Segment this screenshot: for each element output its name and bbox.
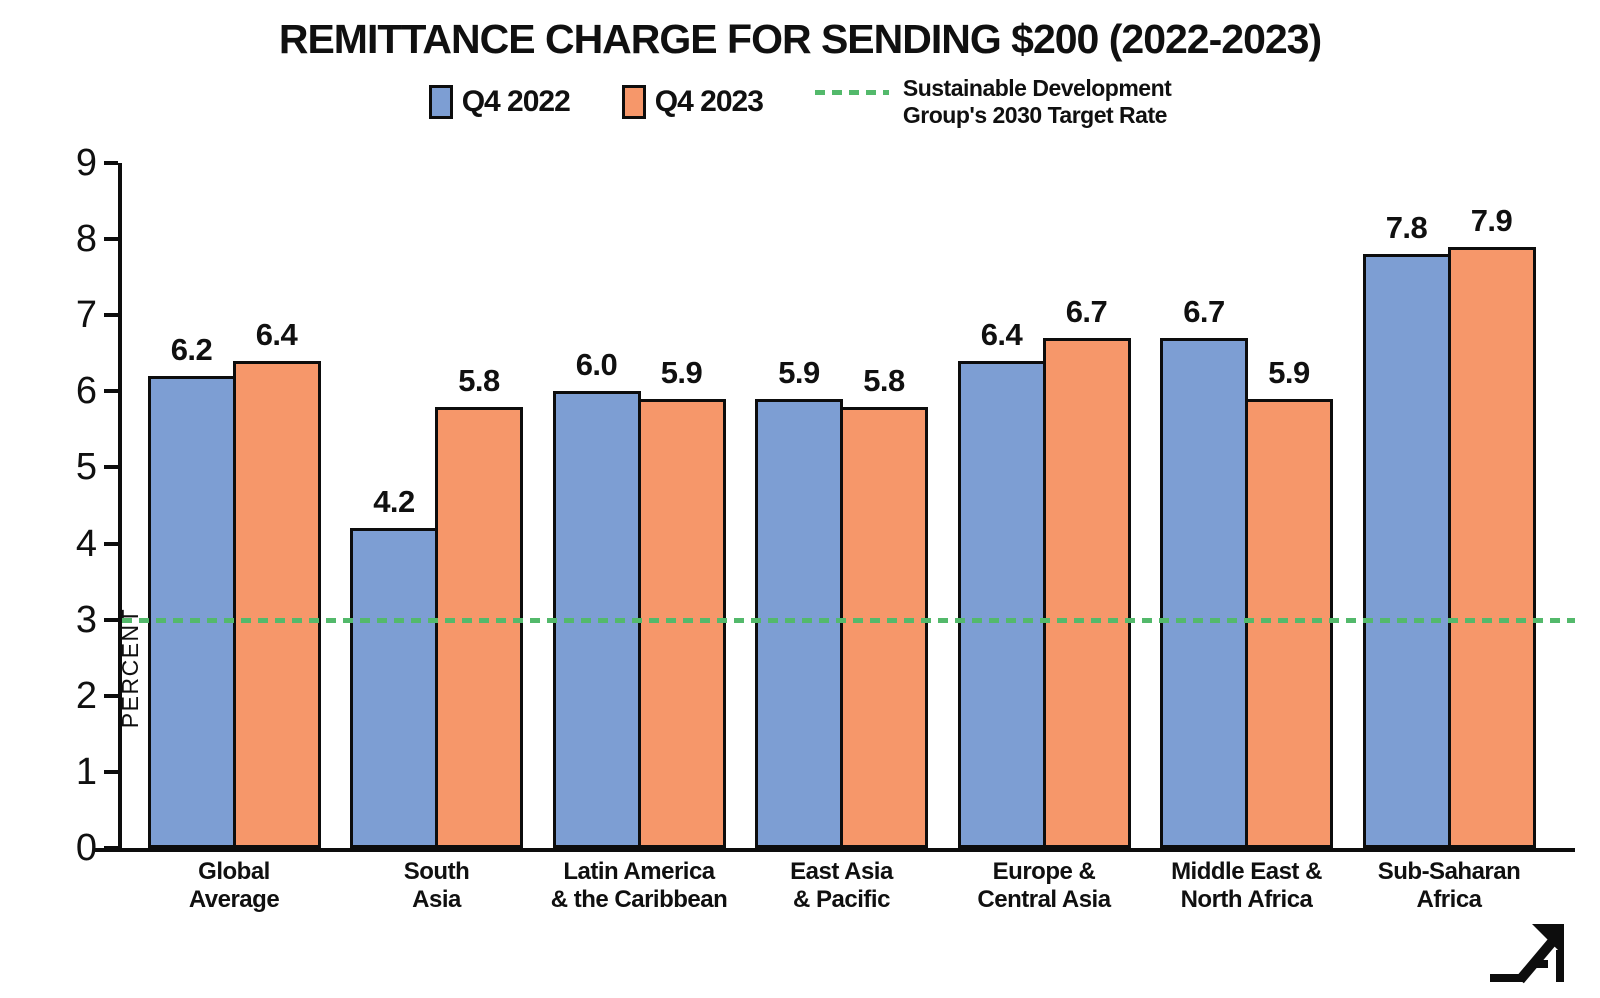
- value-label-q4-2023: 5.9: [660, 354, 703, 390]
- y-tick-0: [104, 846, 118, 850]
- value-label-q4-2022: 7.8: [1385, 210, 1428, 246]
- y-tick-label-5: 5: [75, 446, 97, 489]
- legend-label-q4-2022: Q4 2022: [461, 85, 571, 118]
- x-axis-category-label: Global Average: [188, 858, 280, 914]
- y-tick-1: [104, 769, 118, 774]
- y-tick-label-4: 4: [75, 522, 97, 565]
- target-line-legend-label-line1: Sustainable Development: [902, 75, 1172, 102]
- bar-q4-2022: [147, 376, 236, 848]
- legend: Q4 2022 Q4 2023 Sustainable Development …: [0, 74, 1600, 130]
- bar-q4-2023: [840, 406, 928, 848]
- value-label-q4-2023: 5.8: [458, 362, 500, 398]
- brand-arrow-logo: [1490, 924, 1564, 984]
- plot-area: PERCENT 0 1 2 3 4 5 6 7 8 9 6.2 6.4 Global Average 4.…: [76, 144, 1575, 913]
- value-label-q4-2022: 6.7: [1183, 294, 1225, 330]
- bar-group-2: 4.2 5.8 South Asia: [350, 163, 523, 913]
- bar-q4-2023: [637, 398, 726, 848]
- x-axis-category-label: Middle East & North Africa: [1171, 858, 1322, 914]
- bar-q4-2022: [1160, 338, 1248, 848]
- value-label-q4-2023: 5.8: [863, 362, 905, 398]
- target-line-legend-icon: [814, 89, 889, 95]
- bar-q4-2023: [1447, 246, 1536, 848]
- y-axis-line: [118, 163, 122, 848]
- value-label-q4-2022: 6.2: [170, 332, 213, 368]
- value-label-q4-2022: 5.9: [778, 354, 820, 390]
- bar-group-7: 7.8 7.9 Sub-Saharan Africa: [1362, 163, 1536, 913]
- bar-q4-2022: [350, 528, 438, 848]
- x-axis-line: [95, 848, 1575, 852]
- bar-q4-2022: [957, 360, 1046, 848]
- bar-group-6: 6.7 5.9 Middle East & North Africa: [1160, 163, 1333, 913]
- y-tick-6: [104, 389, 118, 394]
- bar-group-5: 6.4 6.7 Europe & Central Asia: [957, 163, 1131, 913]
- x-axis-category-label: Europe & Central Asia: [977, 858, 1111, 914]
- value-label-q4-2023: 6.7: [1065, 294, 1108, 330]
- y-tick-label-2: 2: [75, 674, 97, 717]
- value-label-q4-2022: 6.0: [575, 347, 618, 383]
- y-tick-9: [104, 161, 118, 165]
- y-tick-label-0: 0: [75, 827, 97, 869]
- y-tick-7: [104, 313, 118, 318]
- chart-title: REMITTANCE CHARGE FOR SENDING $200 (2022…: [278, 16, 1322, 62]
- value-label-q4-2023: 7.9: [1470, 202, 1513, 238]
- y-tick-4: [104, 541, 118, 546]
- y-tick-8: [104, 237, 118, 242]
- y-tick-label-8: 8: [75, 218, 97, 261]
- y-tick-label-9: 9: [75, 142, 97, 184]
- value-label-q4-2023: 5.9: [1268, 354, 1310, 390]
- bar-group-3: 6.0 5.9 Latin America & the Caribbean: [551, 163, 728, 913]
- value-label-q4-2022: 4.2: [373, 484, 415, 520]
- y-tick-2: [104, 693, 118, 698]
- bar-q4-2022: [1362, 254, 1451, 848]
- bar-q4-2023: [1042, 338, 1131, 848]
- x-axis-category-label: East Asia & Pacific: [790, 858, 893, 914]
- x-axis-category-label: South Asia: [403, 858, 470, 914]
- bar-group-4: 5.9 5.8 East Asia & Pacific: [755, 163, 928, 913]
- target-line-legend-label-line2: Group's 2030 Target Rate: [902, 102, 1168, 128]
- legend-swatch-q4-2023: [621, 85, 646, 119]
- value-label-q4-2023: 6.4: [255, 316, 298, 352]
- legend-label-q4-2023: Q4 2023: [654, 85, 764, 118]
- bar-q4-2023: [435, 406, 523, 848]
- y-tick-5: [104, 465, 118, 470]
- value-label-q4-2022: 6.4: [980, 316, 1023, 352]
- x-axis-category-label: Sub-Saharan Africa: [1377, 858, 1521, 914]
- y-tick-label-6: 6: [75, 370, 97, 413]
- target-line-legend-label: Sustainable Development Group's 2030 Tar…: [902, 75, 1172, 128]
- bar-q4-2023: [232, 360, 321, 848]
- sdg-target-line: [122, 617, 1575, 623]
- y-tick-label-3: 3: [75, 598, 97, 641]
- x-axis-category-label: Latin America & the Caribbean: [550, 858, 728, 914]
- y-tick-label-7: 7: [75, 294, 97, 337]
- y-tick-3: [104, 617, 118, 622]
- bar-group-1: 6.2 6.4 Global Average: [147, 163, 321, 913]
- legend-swatch-q4-2022: [428, 85, 453, 119]
- bar-q4-2023: [1245, 398, 1333, 848]
- bar-q4-2022: [755, 398, 843, 848]
- y-tick-label-1: 1: [75, 750, 97, 793]
